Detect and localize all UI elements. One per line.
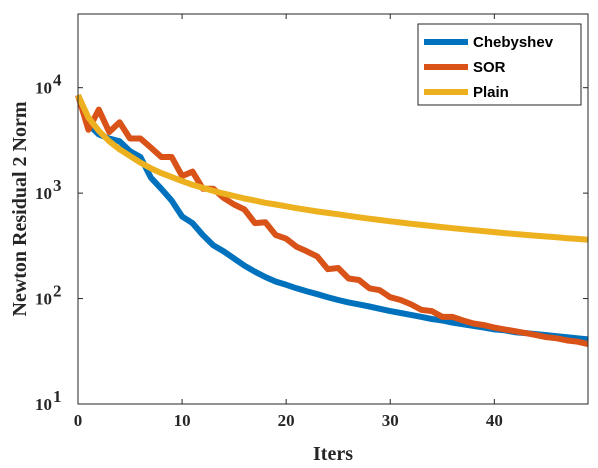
series-line-plain [75,93,589,243]
series-line-sor [75,94,589,348]
y-axis-title: Newton Residual 2 Norm [9,101,31,316]
plot-area-frame [77,13,589,405]
legend: Chebyshev SOR Plain [417,23,582,106]
y-tick-label-exponent: 3 [53,176,62,195]
legend-label-sor: SOR [473,59,506,76]
y-tick-label: 10 [35,184,52,203]
y-tick-label: 10 [35,290,52,309]
y-tick-label-exponent: 1 [53,387,62,406]
series-line-chebyshev [75,94,589,343]
y-tick-label: 10 [35,395,52,414]
legend-label-chebyshev: Chebyshev [473,34,554,51]
x-tick-label: 30 [382,411,399,430]
y-tick-label-exponent: 2 [53,282,62,301]
x-axis-title: Iters [313,443,353,465]
x-tick-label: 40 [486,411,503,430]
x-tick-label: 20 [278,411,295,430]
series-layer [75,93,589,348]
x-tick-label: 0 [74,411,83,430]
y-tick-label-exponent: 4 [53,71,62,90]
legend-label-plain: Plain [473,84,509,101]
x-tick-label: 10 [174,411,191,430]
y-tick-label: 10 [35,79,52,98]
